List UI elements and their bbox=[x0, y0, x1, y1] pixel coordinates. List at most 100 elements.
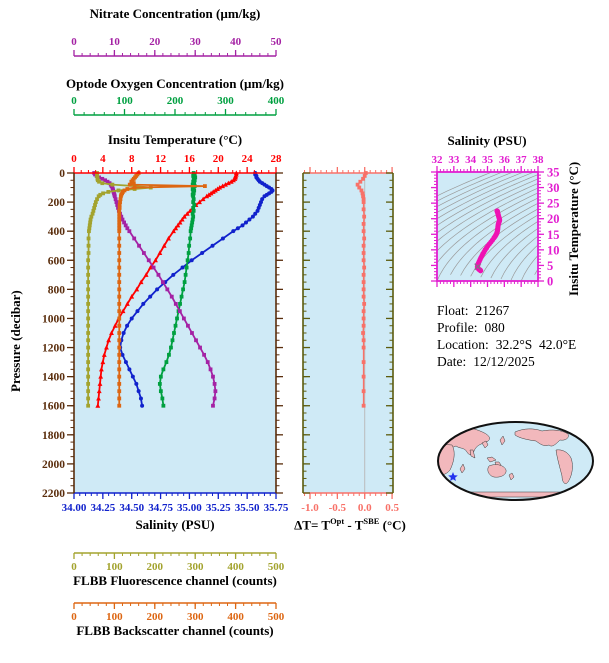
data-marker bbox=[86, 331, 91, 335]
data-marker bbox=[117, 403, 122, 408]
label-part: ΔT= T bbox=[294, 517, 331, 533]
data-marker bbox=[359, 188, 364, 193]
data-marker bbox=[187, 243, 192, 248]
contour-line bbox=[450, 202, 538, 275]
contour-line bbox=[480, 221, 538, 278]
data-marker bbox=[129, 316, 134, 321]
data-marker bbox=[86, 403, 91, 408]
data-marker bbox=[153, 257, 158, 263]
data-marker bbox=[101, 352, 107, 357]
ts-end-x-marker bbox=[474, 263, 482, 271]
data-marker bbox=[362, 214, 367, 219]
data-marker bbox=[130, 374, 135, 379]
data-marker bbox=[100, 181, 105, 186]
tick-label: 800 bbox=[48, 284, 66, 296]
data-marker bbox=[361, 229, 366, 234]
tick-label: 1800 bbox=[42, 430, 65, 442]
data-marker bbox=[361, 294, 366, 299]
tick-label: 2200 bbox=[42, 488, 65, 500]
data-marker bbox=[146, 258, 151, 263]
float-info-block: Float: 21267 Profile: 080 Location: 32.2°S … bbox=[437, 302, 576, 370]
data-marker bbox=[86, 396, 91, 401]
data-marker bbox=[160, 280, 165, 284]
data-marker bbox=[173, 323, 178, 328]
data-marker bbox=[86, 389, 91, 394]
data-marker bbox=[117, 220, 122, 225]
data-marker bbox=[86, 316, 91, 321]
data-marker bbox=[191, 197, 196, 202]
data-marker bbox=[117, 316, 122, 321]
tick-label: 20 bbox=[149, 36, 161, 48]
data-marker bbox=[228, 179, 234, 184]
data-marker bbox=[151, 265, 156, 270]
tick-label: 2000 bbox=[42, 459, 65, 471]
data-marker bbox=[253, 211, 258, 216]
data-marker bbox=[169, 345, 173, 350]
data-marker bbox=[143, 272, 149, 277]
data-marker bbox=[125, 187, 130, 191]
float-info-row: Profile: 080 bbox=[437, 319, 576, 336]
ts-salinity-axis-title: Salinity (PSU) bbox=[447, 133, 527, 148]
tick-label: 25 bbox=[547, 197, 560, 211]
map-outline bbox=[437, 421, 594, 501]
data-marker bbox=[86, 374, 91, 379]
data-marker bbox=[362, 302, 367, 306]
data-marker bbox=[95, 403, 101, 408]
data-marker bbox=[105, 179, 110, 184]
data-marker bbox=[362, 236, 367, 241]
data-marker bbox=[361, 374, 366, 379]
data-marker bbox=[117, 280, 122, 284]
data-marker bbox=[173, 225, 179, 231]
data-marker bbox=[213, 389, 218, 394]
data-marker bbox=[361, 194, 365, 199]
data-marker bbox=[211, 403, 215, 408]
data-marker bbox=[86, 251, 91, 255]
float-info-row: Date: 12/12/2025 bbox=[437, 353, 576, 370]
tick-label: 200 bbox=[167, 95, 184, 107]
data-marker bbox=[361, 403, 366, 408]
contour-line bbox=[437, 172, 493, 197]
data-marker bbox=[181, 214, 187, 219]
tick-label: 24 bbox=[242, 153, 254, 165]
data-marker bbox=[362, 174, 367, 178]
data-marker bbox=[117, 223, 122, 228]
data-marker bbox=[87, 229, 91, 234]
data-marker bbox=[357, 185, 362, 190]
map-landmass bbox=[555, 449, 573, 484]
data-marker bbox=[97, 179, 101, 184]
data-marker bbox=[262, 194, 267, 199]
data-marker bbox=[235, 226, 240, 231]
data-marker bbox=[358, 179, 363, 184]
tick-label: 400 bbox=[268, 95, 285, 107]
data-marker bbox=[117, 309, 122, 314]
tick-label: 15 bbox=[547, 228, 560, 242]
contour-line bbox=[520, 255, 538, 281]
data-marker bbox=[361, 251, 366, 255]
data-marker bbox=[171, 272, 176, 277]
data-marker bbox=[117, 360, 122, 364]
data-marker bbox=[187, 208, 193, 213]
float-info-row: Float: 21267 bbox=[437, 302, 576, 319]
data-marker bbox=[192, 203, 197, 207]
tick-label: 300 bbox=[187, 561, 204, 573]
data-marker bbox=[117, 382, 122, 386]
data-marker bbox=[86, 360, 91, 364]
data-marker bbox=[184, 265, 189, 270]
map-landmass bbox=[514, 428, 569, 447]
data-marker bbox=[117, 323, 122, 328]
data-marker bbox=[212, 382, 217, 386]
data-marker bbox=[127, 367, 132, 372]
data-marker bbox=[167, 352, 171, 357]
data-marker bbox=[127, 229, 132, 234]
data-marker bbox=[361, 222, 366, 226]
data-marker bbox=[189, 226, 194, 231]
data-marker bbox=[361, 287, 366, 292]
ts-temperature-axis-title: Insitu Temperature (°C) bbox=[566, 161, 581, 296]
data-marker bbox=[135, 309, 140, 314]
data-marker bbox=[361, 207, 366, 212]
data-marker bbox=[361, 200, 366, 204]
data-marker bbox=[231, 229, 236, 234]
data-marker bbox=[165, 287, 170, 292]
